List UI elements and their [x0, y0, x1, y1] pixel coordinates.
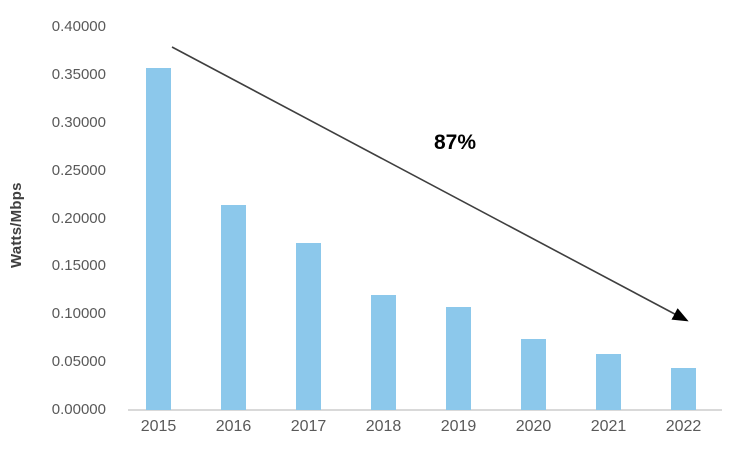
y-tick-label-0.40000: 0.40000 [51, 18, 106, 35]
y-tick-label-0.25000: 0.25000 [51, 161, 106, 179]
y-tick-label-0.10000: 0.10000 [51, 305, 106, 323]
y-axis-tick-labels: 0.40000 0.35000 0.30000 0.25000 0.20000 0.150… [28, 0, 106, 457]
x-tick-label-2015: 2015 [140, 418, 177, 435]
y-tick-label-0.05000: 0.05000 [51, 353, 106, 371]
x-axis-line [128, 409, 722, 411]
annotation-percent-decline: 87% [433, 131, 477, 154]
bar-2020 [521, 339, 546, 410]
x-tick-label-2022: 2022 [665, 418, 702, 435]
x-tick-label-2021: 2021 [590, 418, 627, 435]
bar-2018 [371, 295, 396, 410]
y-tick-label-0.30000: 0.30000 [51, 113, 106, 131]
plot-area [121, 27, 722, 411]
y-tick-label-0.15000: 0.15000 [51, 257, 106, 275]
y-tick-label-0.35000: 0.35000 [51, 65, 106, 83]
bar-2022 [671, 367, 696, 410]
bar-2016 [221, 205, 246, 410]
x-tick-label-2016: 2016 [215, 418, 252, 435]
bar-2015 [146, 68, 171, 410]
x-axis-tick-labels: 2015 2016 2017 2018 2019 2020 2021 2022 [121, 418, 721, 442]
y-tick-label-0.20000: 0.20000 [51, 209, 106, 227]
y-axis-title: Watts/Mbps [8, 182, 25, 268]
x-tick-label-2018: 2018 [365, 418, 402, 435]
bar-2019 [446, 306, 471, 410]
x-tick-label-2017: 2017 [290, 418, 327, 435]
x-tick-label-2019: 2019 [440, 418, 477, 435]
bar-2021 [596, 354, 621, 410]
y-tick-label-0.00000: 0.00000 [51, 401, 106, 418]
bar-2017 [296, 243, 321, 410]
x-tick-label-2020: 2020 [515, 418, 552, 435]
